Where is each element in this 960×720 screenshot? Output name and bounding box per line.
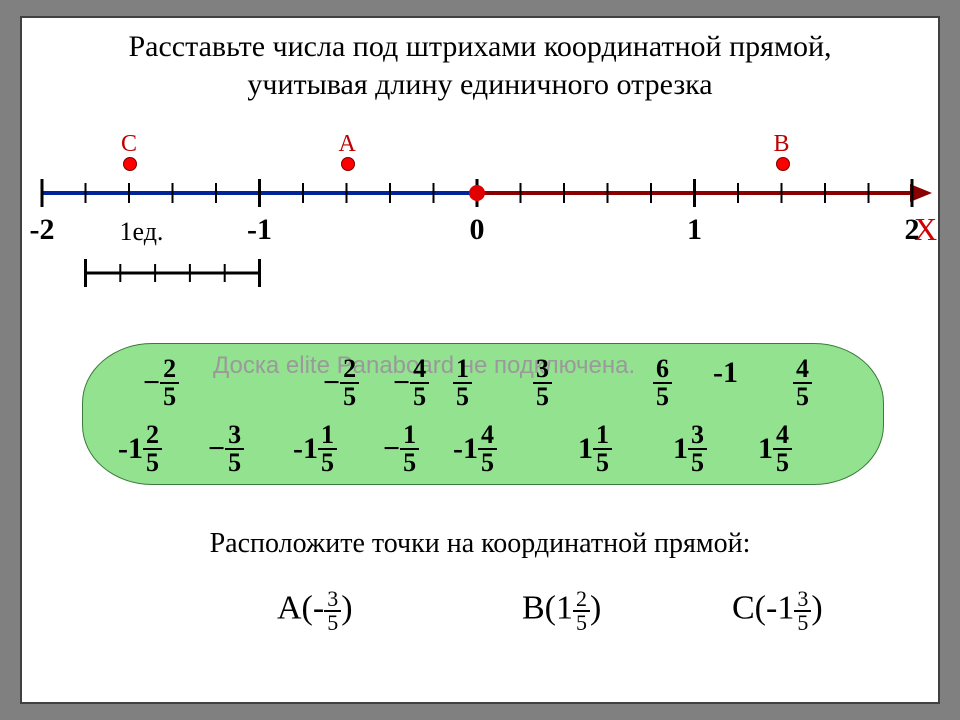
tick-label: 0 [470,213,485,247]
slide-page: Расставьте числа под штрихами координатн… [20,16,940,704]
fraction-term: −25 [143,356,179,410]
unit-label: 1ед. [120,217,164,247]
tick-label: 1 [687,213,702,247]
fractions-box: Доска elite Panaboard не подключена. −25… [82,343,884,485]
point-dot-c [123,157,137,171]
fraction-term: -145 [453,422,497,476]
point-label-a: A [339,131,356,158]
fraction-term: 35 [533,356,552,410]
fraction-term: 115 [578,422,612,476]
fraction-term: 145 [758,422,792,476]
point-dot-b [776,157,790,171]
answer-point: A(-35) [277,588,353,634]
fraction-term: 65 [653,356,672,410]
fraction-term: 135 [673,422,707,476]
tick-label: -2 [30,213,55,247]
answer-point: C(-135) [732,588,823,634]
fraction-term: -1 [713,356,738,390]
fraction-term: -125 [118,422,162,476]
fraction-term: −35 [208,422,244,476]
point-dot-a [341,157,355,171]
fraction-term: −45 [393,356,429,410]
point-label-c: C [121,131,137,158]
point-label-b: B [774,131,790,158]
tick-label: -1 [247,213,272,247]
fraction-term: −15 [383,422,419,476]
fraction-term: -115 [293,422,337,476]
fraction-term: 45 [793,356,812,410]
fraction-term: 15 [453,356,472,410]
subtitle: Расположите точки на координатной прямой… [22,528,938,560]
fraction-term: −25 [323,356,359,410]
answer-point: B(125) [522,588,601,634]
axis-label-x: X [914,211,937,248]
number-line [22,18,938,338]
